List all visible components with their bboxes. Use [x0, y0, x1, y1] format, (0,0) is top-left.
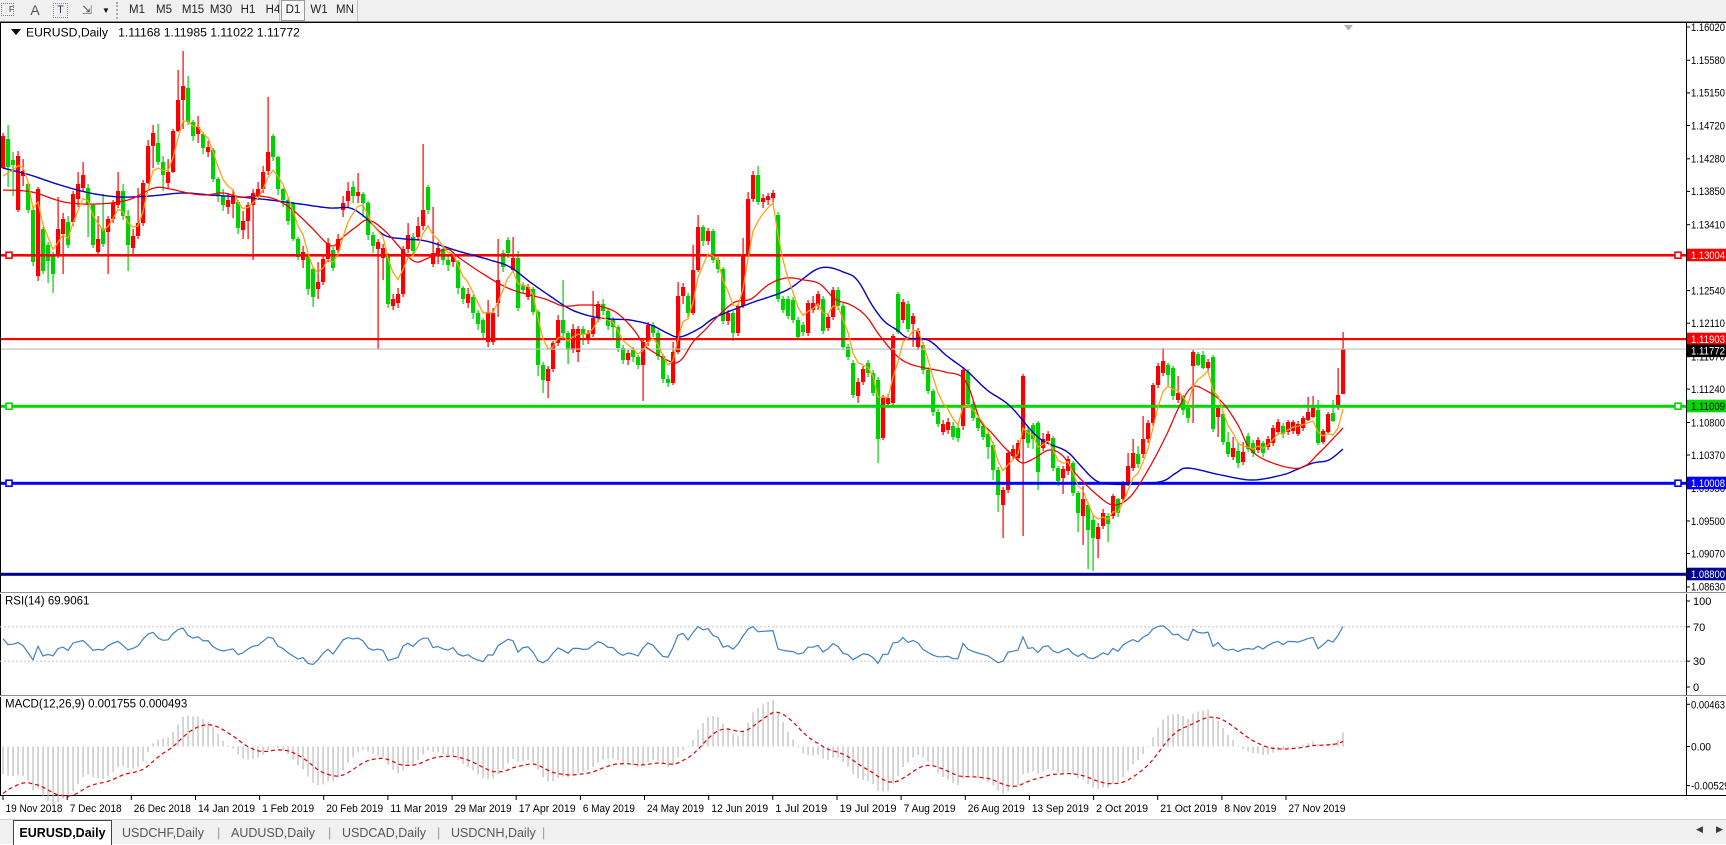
svg-text:1.14720: 1.14720 [1691, 120, 1725, 132]
svg-text:1.10800: 1.10800 [1691, 417, 1725, 429]
svg-text:EURUSD,Daily 1.11168 1.11985: EURUSD,Daily 1.11168 1.11985 1.11022 1.1… [26, 26, 300, 40]
svg-text:1.12110: 1.12110 [1691, 318, 1725, 330]
svg-text:0.00463: 0.00463 [1691, 699, 1725, 711]
svg-text:1 Feb 2019: 1 Feb 2019 [262, 803, 314, 815]
svg-text:1.11009: 1.11009 [1691, 401, 1725, 413]
svg-text:1.13410: 1.13410 [1691, 220, 1725, 232]
svg-text:1.11772: 1.11772 [1691, 346, 1725, 358]
svg-text:27 Nov 2019: 27 Nov 2019 [1289, 803, 1346, 815]
svg-text:1.16020: 1.16020 [1691, 22, 1725, 34]
svg-text:2 Oct 2019: 2 Oct 2019 [1096, 803, 1148, 815]
svg-text:21 Oct 2019: 21 Oct 2019 [1160, 803, 1217, 815]
svg-text:1.15150: 1.15150 [1691, 88, 1725, 100]
svg-text:30: 30 [1693, 656, 1705, 668]
svg-text:14 Jan 2019: 14 Jan 2019 [198, 803, 255, 815]
svg-text:0: 0 [1693, 682, 1699, 694]
svg-text:1.11903: 1.11903 [1691, 334, 1725, 346]
svg-text:24 May 2019: 24 May 2019 [647, 803, 704, 815]
svg-text:1.09500: 1.09500 [1691, 516, 1725, 528]
svg-text:11 Mar 2019: 11 Mar 2019 [390, 803, 447, 815]
svg-text:1.11240: 1.11240 [1691, 384, 1725, 396]
svg-text:29 Mar 2019: 29 Mar 2019 [455, 803, 512, 815]
svg-text:12 Jun 2019: 12 Jun 2019 [711, 803, 768, 815]
svg-text:MACD(12,26,9) 0.001755 0.00049: MACD(12,26,9) 0.001755 0.000493 [5, 699, 187, 711]
svg-text:1 Jul 2019: 1 Jul 2019 [775, 803, 827, 815]
svg-text:6 May 2019: 6 May 2019 [583, 803, 635, 815]
svg-text:1.13004: 1.13004 [1691, 250, 1725, 262]
svg-text:1.10370: 1.10370 [1691, 450, 1725, 462]
svg-text:1.08800: 1.08800 [1691, 569, 1725, 581]
svg-text:-0.005299: -0.005299 [1691, 781, 1726, 793]
svg-text:8 Nov 2019: 8 Nov 2019 [1224, 803, 1276, 815]
svg-text:7 Dec 2018: 7 Dec 2018 [70, 803, 122, 815]
svg-text:17 Apr 2019: 17 Apr 2019 [519, 803, 576, 815]
svg-text:1.12540: 1.12540 [1691, 285, 1725, 297]
svg-text:19 Jul 2019: 19 Jul 2019 [840, 803, 897, 815]
svg-text:1.10008: 1.10008 [1691, 478, 1725, 490]
svg-text:1.15580: 1.15580 [1691, 55, 1725, 67]
svg-text:1.09070: 1.09070 [1691, 548, 1725, 560]
svg-text:20 Feb 2019: 20 Feb 2019 [326, 803, 383, 815]
svg-text:1.14280: 1.14280 [1691, 154, 1725, 166]
svg-text:0.00: 0.00 [1691, 742, 1711, 754]
svg-text:7 Aug 2019: 7 Aug 2019 [904, 803, 956, 815]
svg-text:19 Nov 2018: 19 Nov 2018 [6, 803, 63, 815]
svg-text:1.13850: 1.13850 [1691, 186, 1725, 198]
svg-text:26 Aug 2019: 26 Aug 2019 [968, 803, 1025, 815]
svg-text:1.08630: 1.08630 [1691, 582, 1725, 594]
svg-text:RSI(14) 69.9061: RSI(14) 69.9061 [5, 596, 89, 608]
svg-text:26 Dec 2018: 26 Dec 2018 [134, 803, 191, 815]
svg-text:13 Sep 2019: 13 Sep 2019 [1032, 803, 1089, 815]
svg-text:70: 70 [1693, 622, 1705, 634]
svg-text:100: 100 [1693, 596, 1711, 608]
